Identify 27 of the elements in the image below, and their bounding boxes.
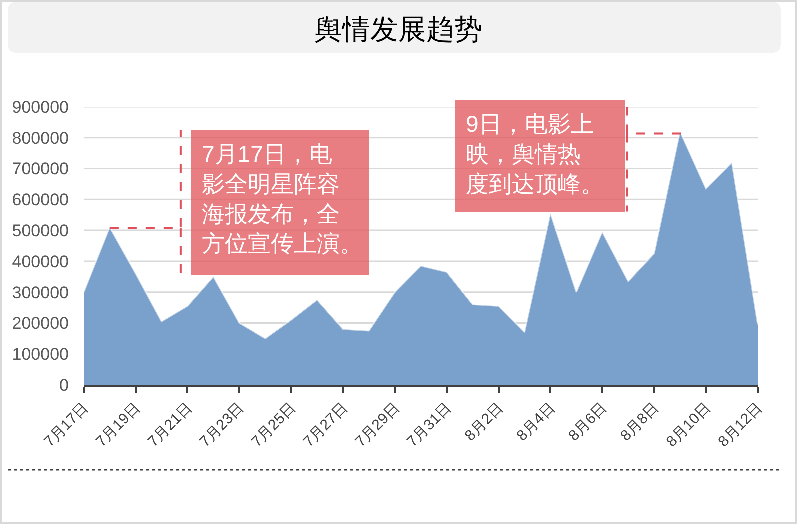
y-tick-label: 100000	[12, 345, 69, 364]
x-tick-label: 8月12日	[715, 400, 766, 451]
y-tick-label: 500000	[12, 222, 69, 241]
x-tick-label: 7月23日	[196, 400, 248, 451]
x-tick-label: 8月10日	[663, 400, 714, 451]
x-tick-label: 7月19日	[93, 400, 144, 451]
x-tick-label: 8月8日	[617, 400, 662, 445]
x-tick-label: 7月25日	[248, 400, 300, 451]
x-tick-label: 7月29日	[352, 400, 404, 451]
y-tick-label: 300000	[12, 283, 69, 302]
y-tick-label: 800000	[12, 128, 69, 148]
y-tick-label: 600000	[12, 190, 69, 210]
x-tick-label: 7月21日	[144, 400, 196, 451]
annotation: 9日，电影上映，舆情热度到达顶峰。	[466, 111, 604, 197]
x-tick-label: 8月4日	[514, 400, 559, 445]
annotation: 7月17日，电影全明星阵容海报发布，全方位宣传上演。	[202, 141, 363, 257]
y-tick-label: 0	[60, 376, 69, 395]
y-tick-label: 200000	[12, 314, 69, 334]
x-tick-label: 7月31日	[404, 400, 456, 451]
y-tick-label: 400000	[12, 252, 69, 272]
chart-title: 舆情发展趋势	[314, 14, 482, 45]
x-tick-label: 8月6日	[566, 400, 611, 445]
y-tick-label: 900000	[12, 98, 69, 117]
x-tick-label: 8月2日	[462, 400, 507, 445]
x-tick-label: 7月27日	[300, 400, 352, 451]
x-tick-label: 7月17日	[41, 400, 92, 451]
y-tick-label: 700000	[12, 160, 69, 179]
